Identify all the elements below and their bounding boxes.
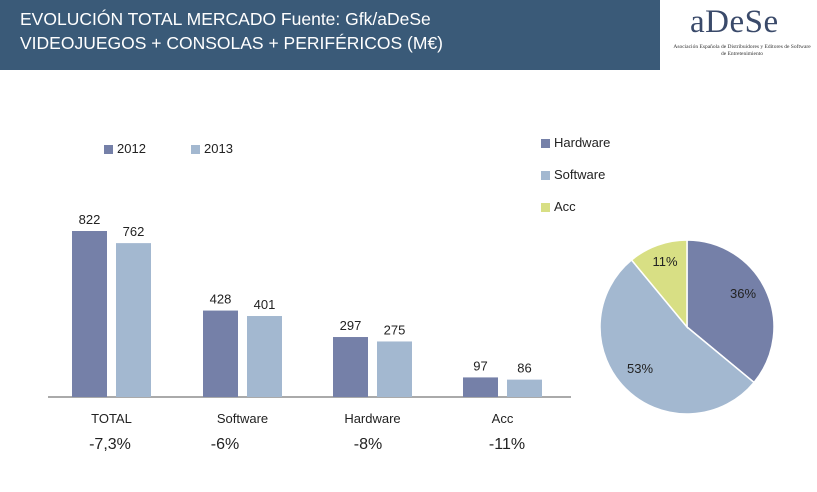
- pie-label-acc: 11%: [652, 254, 677, 269]
- bar-total-2012: [72, 231, 107, 397]
- pie-legend-label-acc: Acc: [554, 199, 576, 214]
- data-label-total-2012: 822: [79, 212, 101, 227]
- legend-2013: 2013: [191, 141, 233, 156]
- pie-slice-hardware: [686, 239, 775, 384]
- adese-logo: aDeSe Asociación Española de Distribuido…: [660, 0, 817, 70]
- data-label-software-2013: 401: [254, 297, 276, 312]
- bar-hardware-2013: [377, 341, 412, 397]
- pie-slice-acc: [630, 239, 688, 330]
- pie-label-software: 53%: [627, 361, 653, 376]
- change-hardware: -8%: [353, 436, 383, 453]
- pie-legend-software: Software: [541, 167, 605, 182]
- pie-legend-swatch-hardware: [541, 139, 550, 148]
- legend-swatch-2012: [104, 145, 113, 154]
- data-label-acc-2013: 86: [517, 361, 531, 376]
- pie-legend-hardware: Hardware: [541, 135, 610, 150]
- logo-tagline: Asociación Española de Distribuidores y …: [673, 44, 811, 57]
- pie-legend-swatch-software: [541, 171, 550, 180]
- category-label-software: Software: [217, 411, 268, 426]
- logo-wordmark: aDeSe: [690, 4, 779, 40]
- pie-legend-acc: Acc: [541, 199, 576, 214]
- legend-label-2012: 2012: [117, 141, 146, 156]
- data-label-acc-2012: 97: [473, 358, 487, 373]
- legend-swatch-2013: [191, 145, 200, 154]
- category-label-hardware: Hardware: [344, 411, 400, 426]
- pie-legend-label-software: Software: [554, 167, 606, 182]
- category-label-total: TOTAL: [91, 411, 132, 426]
- legend-label-2013: 2013: [204, 141, 233, 156]
- data-label-software-2012: 428: [210, 292, 232, 307]
- data-label-total-2013: 762: [123, 224, 145, 239]
- pie-legend-swatch-acc: [541, 203, 550, 212]
- pie-legend-label-hardware: Hardware: [554, 135, 611, 150]
- data-label-hardware-2013: 275: [384, 322, 406, 337]
- bar-hardware-2012: [333, 337, 368, 397]
- category-label-acc: Acc: [492, 411, 514, 426]
- change-total: -7,3%: [89, 436, 131, 453]
- chart-subtitle: VIDEOJUEGOS + CONSOLAS + PERIFÉRICOS (M€…: [20, 33, 444, 53]
- bar-software-2012: [203, 310, 238, 397]
- change-acc: -11%: [488, 436, 526, 453]
- bar-acc-2012: [463, 377, 498, 397]
- bar-software-2013: [247, 316, 282, 397]
- bar-total-2013: [116, 243, 151, 397]
- change-software: -6%: [210, 436, 240, 453]
- chart-title: EVOLUCIÓN TOTAL MERCADO Fuente: Gfk/aDeS…: [20, 9, 431, 29]
- pie-label-hardware: 36%: [730, 286, 756, 301]
- bar-acc-2013: [507, 379, 542, 397]
- pie-slice-software: [599, 258, 756, 415]
- title-banner: EVOLUCIÓN TOTAL MERCADO Fuente: Gfk/aDeS…: [0, 0, 660, 70]
- legend-2012: 2012: [104, 141, 146, 156]
- data-label-hardware-2012: 297: [340, 318, 362, 333]
